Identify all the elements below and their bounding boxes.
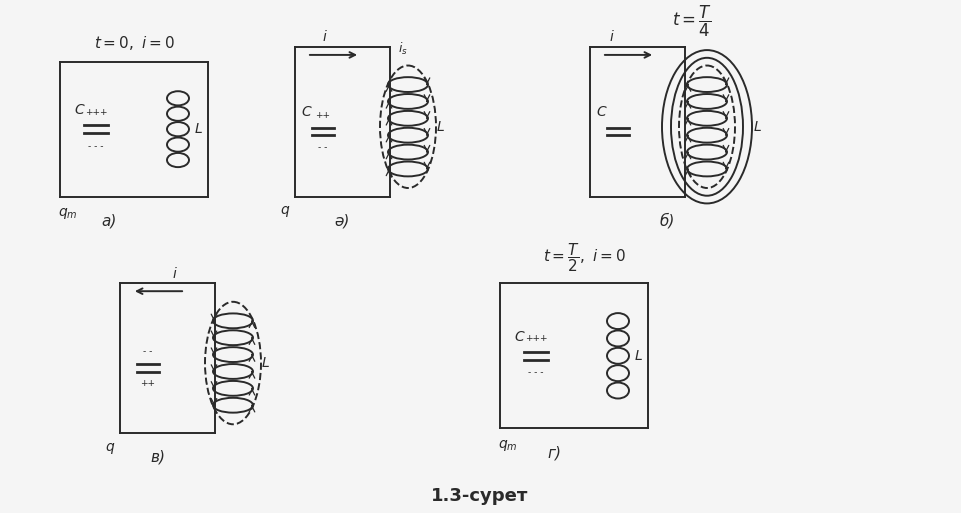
Text: в): в): [150, 450, 165, 465]
Text: $i_s$: $i_s$: [398, 41, 407, 57]
Text: $L$: $L$: [260, 356, 269, 370]
Text: $i$: $i$: [609, 29, 615, 44]
Text: г): г): [547, 445, 561, 460]
Text: $C$: $C$: [74, 103, 86, 117]
Text: $L$: $L$: [752, 120, 761, 134]
Text: $L$: $L$: [633, 349, 643, 363]
Text: +++: +++: [85, 108, 108, 116]
Text: - -: - -: [143, 347, 153, 357]
Text: +++: +++: [525, 334, 547, 343]
Text: - - -: - - -: [88, 142, 104, 151]
Text: $L$: $L$: [435, 120, 444, 134]
Text: $q$: $q$: [280, 204, 290, 220]
Text: $t=0,\ i=0$: $t=0,\ i=0$: [93, 34, 174, 52]
Text: - - -: - - -: [529, 368, 544, 378]
Text: $C$: $C$: [514, 329, 526, 344]
Text: $q_m$: $q_m$: [58, 206, 78, 221]
Text: ә): ә): [334, 213, 350, 229]
Text: а): а): [101, 213, 116, 229]
Text: $q_m$: $q_m$: [498, 438, 518, 453]
Text: $C$: $C$: [596, 105, 607, 120]
Text: $q$: $q$: [105, 441, 115, 456]
Text: б): б): [660, 213, 676, 229]
Text: ++: ++: [140, 380, 156, 388]
Text: $L$: $L$: [193, 122, 203, 136]
Text: ++: ++: [315, 111, 331, 120]
Text: $t=\dfrac{T}{4}$: $t=\dfrac{T}{4}$: [673, 4, 712, 40]
Text: - -: - -: [318, 143, 328, 152]
Text: $i$: $i$: [172, 266, 178, 281]
Text: $t=\dfrac{T}{2},\ i=0$: $t=\dfrac{T}{2},\ i=0$: [543, 241, 626, 274]
Text: $C$: $C$: [301, 105, 313, 120]
Text: $i$: $i$: [322, 29, 328, 44]
Text: 1.3-сурет: 1.3-сурет: [431, 487, 529, 505]
